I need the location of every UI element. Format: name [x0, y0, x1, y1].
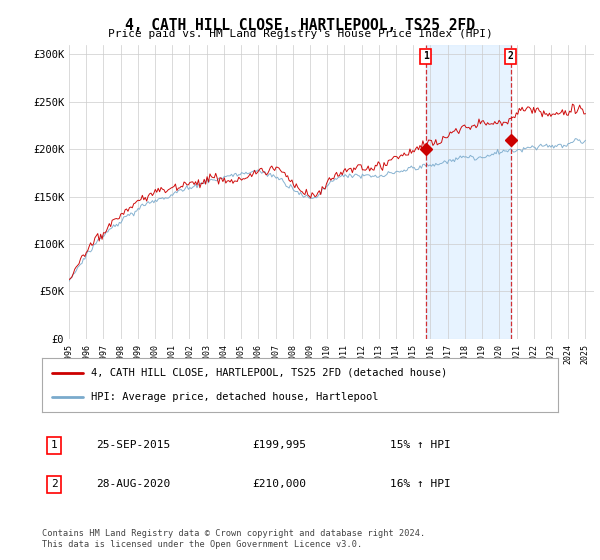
- Text: HPI: Average price, detached house, Hartlepool: HPI: Average price, detached house, Hart…: [91, 392, 379, 402]
- Text: 15% ↑ HPI: 15% ↑ HPI: [390, 440, 451, 450]
- Text: 1: 1: [423, 51, 429, 61]
- Text: 1: 1: [50, 440, 58, 450]
- Text: 2: 2: [508, 51, 514, 61]
- Text: 4, CATH HILL CLOSE, HARTLEPOOL, TS25 2FD: 4, CATH HILL CLOSE, HARTLEPOOL, TS25 2FD: [125, 18, 475, 33]
- Bar: [426, 45, 511, 339]
- Text: £210,000: £210,000: [252, 479, 306, 489]
- Text: Contains HM Land Registry data © Crown copyright and database right 2024.
This d: Contains HM Land Registry data © Crown c…: [42, 529, 425, 549]
- Text: 16% ↑ HPI: 16% ↑ HPI: [390, 479, 451, 489]
- Text: 25-SEP-2015: 25-SEP-2015: [96, 440, 170, 450]
- Text: 2: 2: [50, 479, 58, 489]
- Text: Price paid vs. HM Land Registry's House Price Index (HPI): Price paid vs. HM Land Registry's House …: [107, 29, 493, 39]
- Text: 28-AUG-2020: 28-AUG-2020: [96, 479, 170, 489]
- Text: £199,995: £199,995: [252, 440, 306, 450]
- Text: 4, CATH HILL CLOSE, HARTLEPOOL, TS25 2FD (detached house): 4, CATH HILL CLOSE, HARTLEPOOL, TS25 2FD…: [91, 368, 447, 378]
